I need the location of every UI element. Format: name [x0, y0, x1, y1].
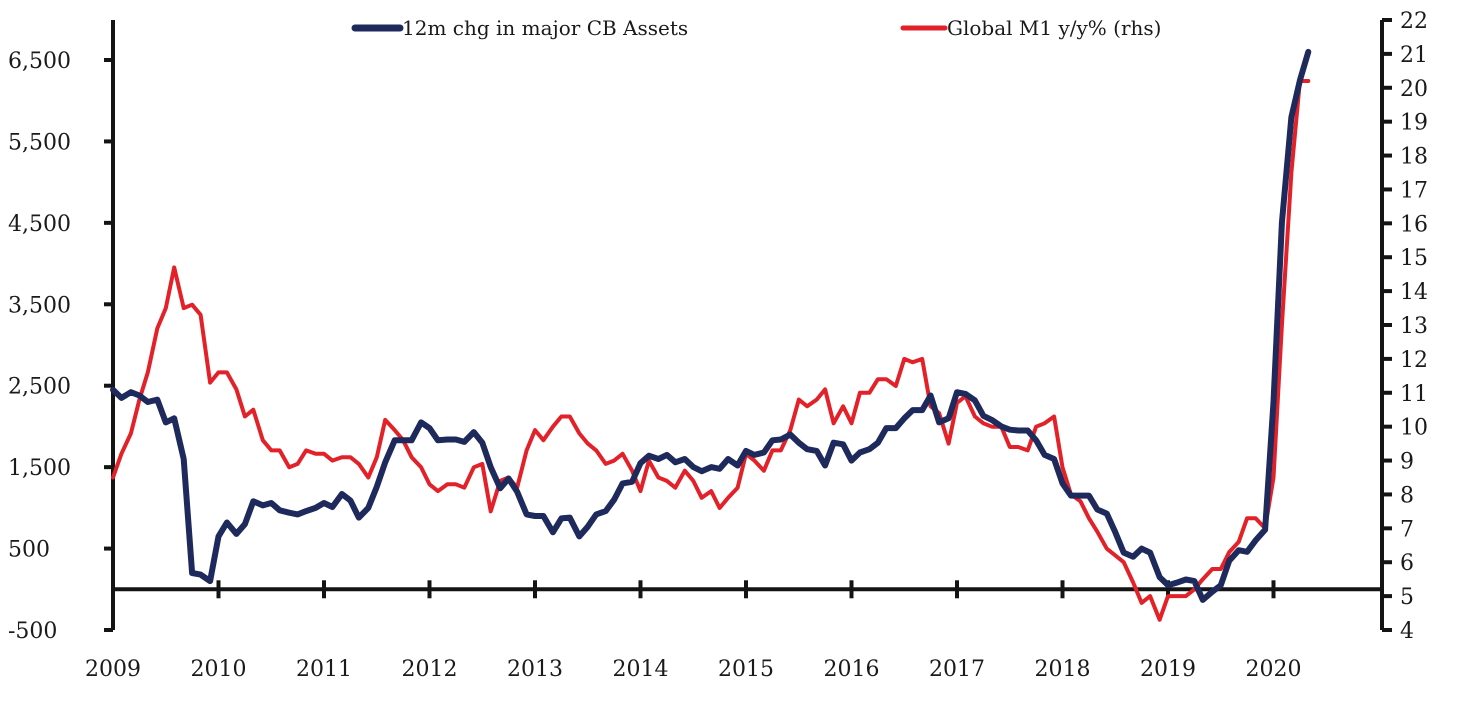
series-line-global-m1	[111, 79, 1311, 622]
right-y-tick-label: 18	[1400, 145, 1428, 170]
x-tick-label: 2015	[718, 657, 774, 682]
right-y-tick-label: 19	[1400, 111, 1428, 136]
series-line-cb-assets	[110, 48, 1312, 603]
x-tick-label: 2012	[402, 657, 458, 682]
legend-label-cb-assets: 12m chg in major CB Assets	[402, 16, 688, 40]
x-tick-label: 2011	[296, 657, 352, 682]
series-lines	[110, 48, 1312, 622]
left-y-tick-label: 4,500	[8, 212, 71, 237]
right-y-tick-label: 13	[1400, 314, 1428, 339]
right-y-tick-label: 6	[1400, 551, 1414, 576]
axes	[104, 18, 1392, 632]
right-y-tick-label: 8	[1400, 483, 1414, 508]
right-y-tick-label: 21	[1400, 43, 1428, 68]
x-tick-label: 2020	[1246, 657, 1302, 682]
right-y-tick-label: 4	[1400, 619, 1414, 644]
left-y-tick-label: 3,500	[8, 293, 71, 318]
legend-label-global-m1: Global M1 y/y% (rhs)	[947, 16, 1161, 40]
left-y-tick-label: 6,500	[8, 49, 71, 74]
right-y-tick-label: 15	[1400, 246, 1428, 271]
left-y-tick-label: -500	[8, 619, 57, 644]
right-y-tick-label: 10	[1400, 416, 1428, 441]
left-y-tick-label: 500	[8, 538, 50, 563]
x-tick-label: 2014	[613, 657, 669, 682]
right-y-tick-label: 7	[1400, 517, 1414, 542]
right-y-tick-label: 12	[1400, 348, 1428, 373]
right-y-tick-label: 14	[1400, 280, 1428, 305]
left-y-tick-label: 2,500	[8, 375, 71, 400]
right-y-tick-label: 16	[1400, 212, 1428, 237]
x-tick-label: 2010	[191, 657, 247, 682]
x-tick-label: 2018	[1035, 657, 1091, 682]
left-y-tick-label: 5,500	[8, 130, 71, 155]
legend: 12m chg in major CB Assets Global M1 y/y…	[351, 16, 1161, 40]
right-y-tick-label: 20	[1400, 77, 1428, 102]
x-tick-label: 2019	[1140, 657, 1196, 682]
x-tick-label: 2009	[85, 657, 141, 682]
right-y-tick-label: 22	[1400, 9, 1428, 34]
tick-labels: -500 500 1,500 2,500 3,500 4,500 5,500 6,500 4 5 6…	[8, 9, 1428, 682]
right-y-tick-label: 11	[1400, 382, 1428, 407]
left-y-tick-label: 1,500	[8, 456, 71, 481]
x-tick-label: 2016	[824, 657, 880, 682]
right-y-tick-label: 17	[1400, 178, 1428, 203]
x-tick-label: 2017	[929, 657, 985, 682]
x-tick-label: 2013	[507, 657, 563, 682]
right-y-tick-label: 9	[1400, 450, 1414, 475]
right-y-tick-label: 5	[1400, 585, 1414, 610]
